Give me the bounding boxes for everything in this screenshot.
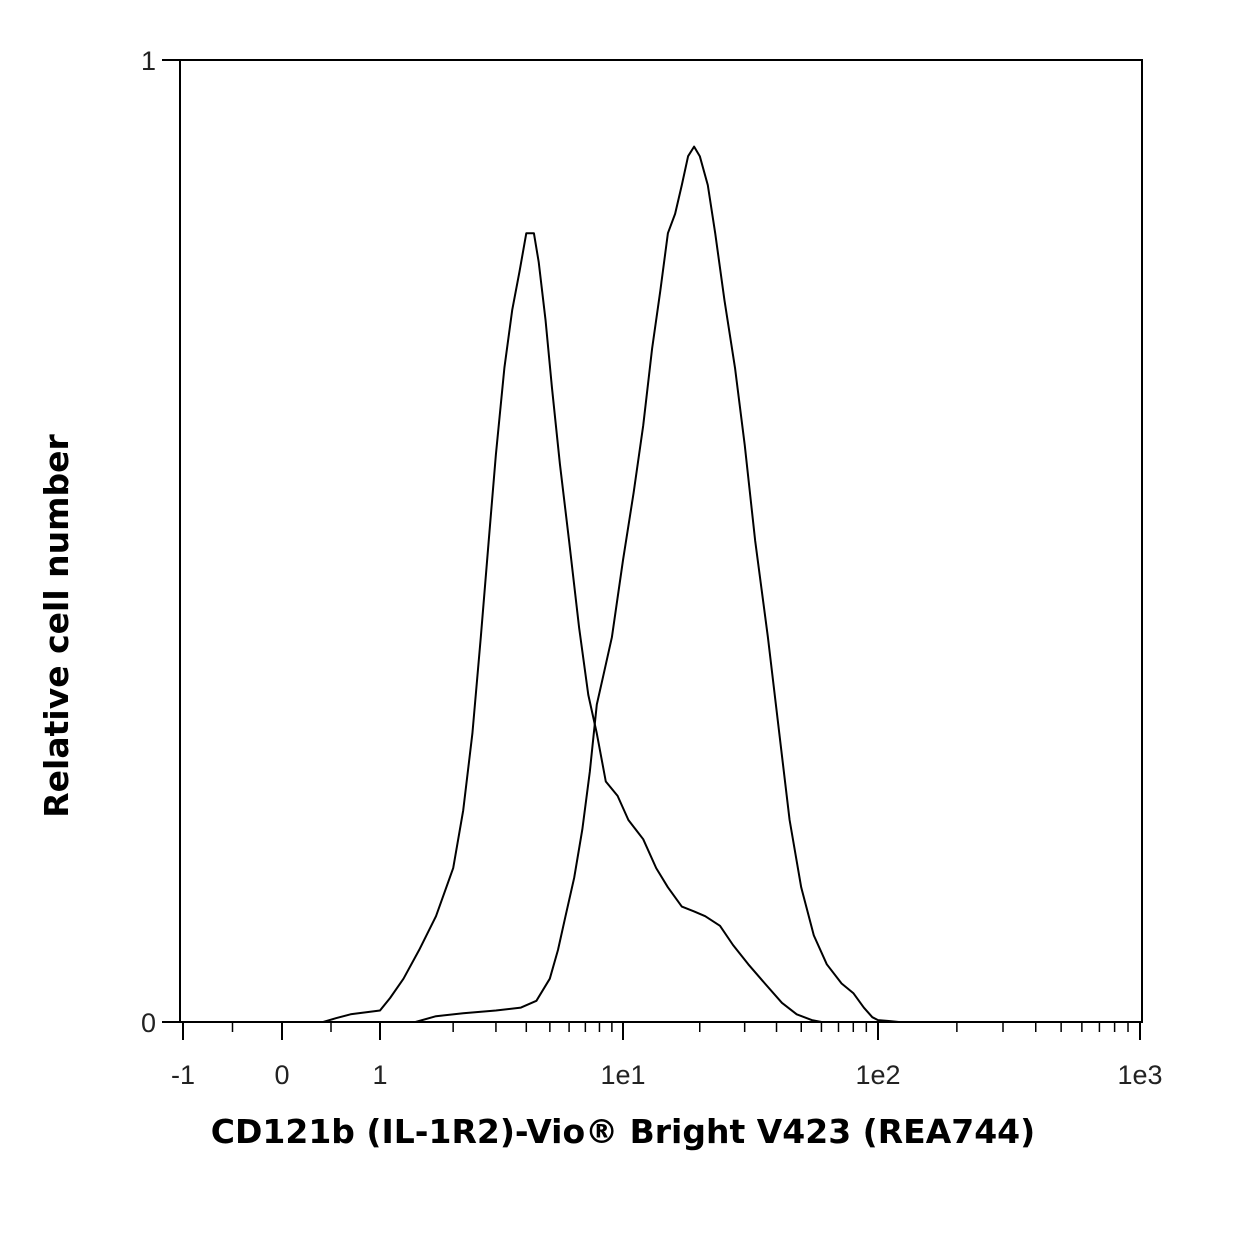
y-axis: 01	[141, 46, 180, 1038]
histogram-series-1	[322, 232, 822, 1023]
x-tick-label: 1e2	[855, 1060, 900, 1090]
x-tick-label: 1e1	[600, 1060, 645, 1090]
y-tick-label: 0	[141, 1008, 156, 1038]
series-layer	[322, 145, 899, 1023]
x-axis: -1 0 1 1e1 1e2 1e3	[171, 1021, 1163, 1090]
y-axis-title: Relative cell number	[37, 434, 76, 818]
x-tick-label: 1e3	[1117, 1060, 1162, 1090]
x-tick-label: -1	[171, 1060, 195, 1090]
x-tick-label: 1	[372, 1060, 387, 1090]
x-axis-title: CD121b (IL-1R2)-Vio® Bright V423 (REA744…	[211, 1112, 1035, 1151]
y-tick-label: 1	[141, 46, 156, 76]
histogram-series-2	[415, 145, 899, 1023]
x-tick-label: 0	[274, 1060, 289, 1090]
